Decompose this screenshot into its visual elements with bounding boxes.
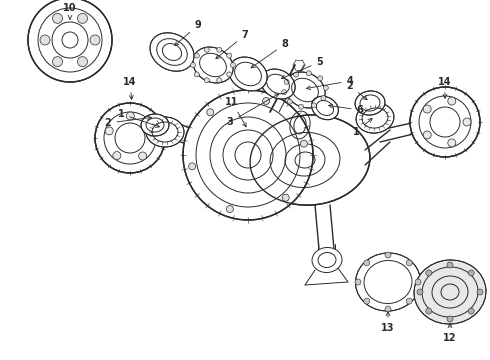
Circle shape bbox=[282, 194, 289, 201]
Text: 1: 1 bbox=[353, 118, 372, 137]
Circle shape bbox=[126, 112, 134, 120]
Circle shape bbox=[217, 47, 221, 52]
Circle shape bbox=[191, 63, 196, 68]
Circle shape bbox=[312, 103, 317, 108]
Circle shape bbox=[364, 260, 370, 266]
Circle shape bbox=[263, 98, 270, 104]
Text: 8: 8 bbox=[251, 39, 289, 68]
Text: 14: 14 bbox=[438, 77, 452, 98]
Text: 10: 10 bbox=[63, 3, 77, 19]
Ellipse shape bbox=[356, 103, 394, 133]
Circle shape bbox=[90, 35, 100, 45]
Ellipse shape bbox=[312, 247, 342, 273]
Text: 12: 12 bbox=[443, 324, 457, 343]
Circle shape bbox=[195, 72, 199, 77]
Circle shape bbox=[364, 298, 370, 304]
Circle shape bbox=[227, 53, 232, 58]
Circle shape bbox=[113, 152, 121, 159]
Ellipse shape bbox=[285, 72, 325, 108]
Circle shape bbox=[417, 289, 423, 295]
Circle shape bbox=[423, 131, 431, 139]
Circle shape bbox=[189, 163, 196, 170]
Ellipse shape bbox=[414, 260, 486, 324]
Circle shape bbox=[282, 90, 287, 95]
Ellipse shape bbox=[356, 253, 420, 311]
Circle shape bbox=[183, 90, 313, 220]
Circle shape bbox=[207, 109, 214, 116]
Ellipse shape bbox=[150, 33, 194, 71]
Text: 4: 4 bbox=[307, 76, 353, 90]
Circle shape bbox=[105, 127, 113, 135]
Circle shape bbox=[226, 206, 233, 212]
Circle shape bbox=[323, 85, 328, 90]
Circle shape bbox=[77, 57, 88, 67]
Circle shape bbox=[406, 260, 412, 266]
Circle shape bbox=[447, 262, 453, 268]
Circle shape bbox=[318, 76, 323, 81]
Circle shape bbox=[463, 118, 471, 126]
Circle shape bbox=[385, 252, 391, 258]
Text: 2: 2 bbox=[105, 116, 151, 128]
Circle shape bbox=[468, 308, 474, 314]
Circle shape bbox=[147, 127, 155, 135]
Circle shape bbox=[40, 35, 50, 45]
Circle shape bbox=[227, 72, 232, 77]
Circle shape bbox=[52, 57, 63, 67]
Circle shape bbox=[410, 87, 480, 157]
Text: 1: 1 bbox=[118, 109, 159, 127]
Circle shape bbox=[217, 78, 221, 83]
Circle shape bbox=[448, 139, 456, 147]
Circle shape bbox=[385, 306, 391, 312]
Circle shape bbox=[298, 104, 304, 109]
Text: 7: 7 bbox=[216, 30, 248, 59]
Circle shape bbox=[415, 279, 421, 285]
Circle shape bbox=[355, 279, 361, 285]
Circle shape bbox=[426, 308, 432, 314]
Circle shape bbox=[28, 0, 112, 82]
Ellipse shape bbox=[261, 69, 295, 99]
Ellipse shape bbox=[193, 47, 233, 83]
Circle shape bbox=[423, 105, 431, 113]
Circle shape bbox=[306, 71, 311, 76]
Circle shape bbox=[468, 270, 474, 276]
Text: 14: 14 bbox=[123, 77, 137, 99]
Circle shape bbox=[139, 152, 147, 160]
Circle shape bbox=[52, 13, 63, 23]
Text: 6: 6 bbox=[329, 104, 364, 115]
Ellipse shape bbox=[355, 91, 385, 115]
Text: 11: 11 bbox=[225, 97, 246, 127]
Circle shape bbox=[477, 289, 483, 295]
Circle shape bbox=[426, 270, 432, 276]
Circle shape bbox=[447, 316, 453, 322]
Circle shape bbox=[287, 99, 292, 104]
Circle shape bbox=[95, 103, 165, 173]
Circle shape bbox=[204, 47, 209, 52]
Circle shape bbox=[448, 97, 456, 105]
Ellipse shape bbox=[229, 57, 267, 91]
Text: 3: 3 bbox=[227, 94, 279, 127]
Circle shape bbox=[284, 79, 289, 84]
Circle shape bbox=[294, 72, 298, 77]
Circle shape bbox=[406, 298, 412, 304]
Text: 5: 5 bbox=[281, 57, 323, 79]
Text: 9: 9 bbox=[175, 20, 201, 46]
Circle shape bbox=[204, 78, 209, 83]
Ellipse shape bbox=[250, 115, 370, 205]
Text: 2: 2 bbox=[346, 81, 367, 100]
Circle shape bbox=[321, 96, 326, 101]
Ellipse shape bbox=[146, 117, 184, 147]
Circle shape bbox=[77, 13, 88, 23]
Ellipse shape bbox=[141, 114, 169, 136]
Circle shape bbox=[300, 140, 307, 147]
Circle shape bbox=[195, 53, 199, 58]
Text: 13: 13 bbox=[381, 312, 395, 333]
Ellipse shape bbox=[312, 96, 339, 120]
Circle shape bbox=[230, 63, 236, 68]
